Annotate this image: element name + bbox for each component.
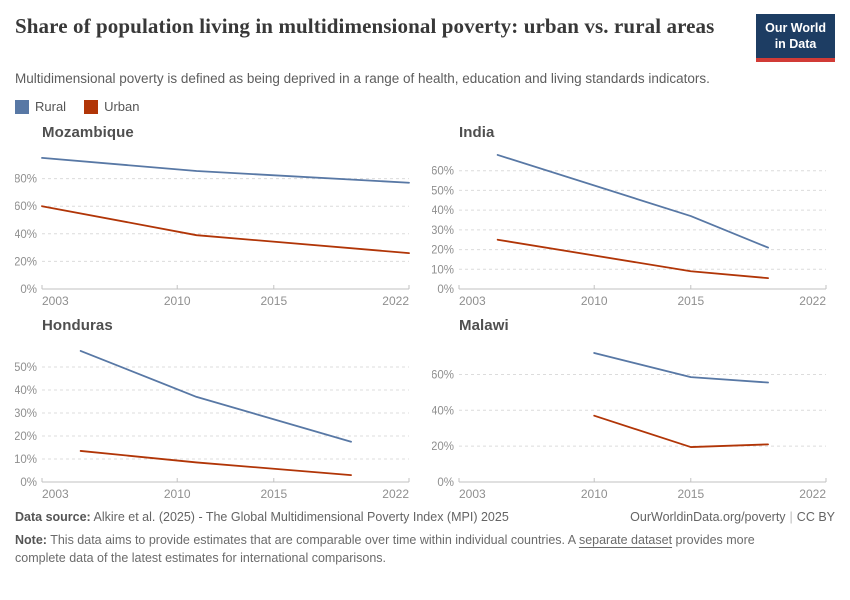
y-tick-label: 0%	[20, 477, 37, 489]
y-tick-label: 0%	[20, 284, 37, 296]
x-tick-label: 2022	[799, 487, 826, 501]
x-tick-label: 2010	[581, 294, 608, 308]
owid-url-link[interactable]: OurWorldinData.org/poverty	[630, 510, 786, 525]
y-tick-label: 30%	[432, 225, 454, 237]
x-tick-label: 2010	[164, 294, 191, 308]
rural-line[interactable]	[593, 352, 769, 384]
y-tick-label: 60%	[432, 166, 454, 178]
x-tick-label: 2015	[677, 487, 704, 501]
x-tick-label: 2010	[581, 487, 608, 501]
y-tick-label: 30%	[15, 408, 37, 420]
y-tick-label: 20%	[15, 431, 37, 443]
urban-line[interactable]	[79, 450, 352, 477]
data-source: Data source: Alkire et al. (2025) - The …	[15, 510, 509, 524]
urban-line[interactable]	[593, 415, 769, 449]
x-tick-label: 2015	[677, 294, 704, 308]
legend-label-urban: Urban	[104, 99, 140, 115]
legend: Rural Urban	[15, 99, 835, 114]
honduras-plot: 0% 10% 20% 30% 40% 50% 2003 2010 2015 2022	[15, 350, 410, 501]
y-tick-label: 10%	[15, 454, 37, 466]
x-tick-label: 2022	[382, 294, 409, 308]
y-tick-label: 50%	[15, 362, 37, 374]
y-tick-label: 20%	[432, 245, 454, 257]
chart-india: India 0% 10% 20% 30% 40% 50% 60% 2003 2010 2015 20…	[432, 124, 835, 311]
chart-title-honduras: Honduras	[42, 317, 113, 335]
y-tick-label: 20%	[432, 441, 454, 453]
rural-line[interactable]	[496, 154, 769, 249]
x-tick-label: 2022	[799, 294, 826, 308]
owid-logo-line1: Our World	[765, 21, 826, 35]
y-tick-label: 40%	[432, 205, 454, 217]
chart-title-mozambique: Mozambique	[42, 124, 134, 142]
chart-title-india: India	[459, 124, 495, 142]
y-tick-label: 50%	[432, 186, 454, 198]
x-tick-label: 2010	[164, 487, 191, 501]
footnote: Note: This data aims to provide estimate…	[15, 531, 777, 567]
x-tick-label: 2003	[42, 294, 69, 308]
chart-title-malawi: Malawi	[459, 317, 509, 335]
legend-item-urban[interactable]: Urban	[84, 99, 140, 115]
owid-logo-line2: in Data	[774, 36, 817, 51]
attribution: OurWorldinData.org/poverty | CC BY	[630, 510, 835, 524]
owid-logo[interactable]: Our World in Data	[756, 14, 835, 63]
y-tick-label: 40%	[432, 406, 454, 418]
note-text-after: provides more complete data of the lates…	[15, 533, 755, 566]
malawi-plot: 0% 20% 40% 60% 2003 2010 2015 2022	[432, 352, 827, 501]
chart-footer: Data source: Alkire et al. (2025) - The …	[15, 510, 835, 567]
note-text-before: This data aims to provide estimates that…	[50, 533, 579, 548]
x-tick-label: 2015	[260, 487, 287, 501]
y-tick-label: 60%	[15, 201, 37, 213]
data-source-text: Alkire et al. (2025) - The Global Multid…	[93, 510, 509, 525]
y-tick-label: 20%	[15, 257, 37, 269]
y-tick-label: 40%	[15, 229, 37, 241]
chart-malawi: Malawi 0% 20% 40% 60% 2003 2010 2015 2022	[432, 317, 835, 504]
x-tick-label: 2003	[42, 487, 69, 501]
y-tick-label: 40%	[15, 385, 37, 397]
legend-item-rural[interactable]: Rural	[15, 99, 66, 114]
chart-header: Share of population living in multidimen…	[15, 12, 835, 114]
separator: |	[789, 510, 793, 525]
x-tick-label: 2022	[382, 487, 409, 501]
chart-mozambique: Mozambique 0% 20% 40% 60% 80% 2003 2010 2015 202…	[15, 124, 418, 311]
y-tick-label: 0%	[437, 284, 454, 296]
y-tick-label: 10%	[432, 265, 454, 277]
data-source-label: Data source:	[15, 510, 91, 525]
urban-line[interactable]	[496, 239, 769, 280]
x-tick-label: 2003	[459, 294, 486, 308]
rural-line[interactable]	[41, 157, 410, 184]
urban-line[interactable]	[41, 205, 410, 255]
x-tick-label: 2003	[459, 487, 486, 501]
chart-subtitle: Multidimensional poverty is defined as b…	[15, 71, 710, 87]
urban-swatch-icon	[84, 99, 99, 114]
chart-honduras: Honduras 0% 10% 20% 30% 40% 50% 2003 2010 2015 20…	[15, 317, 418, 504]
y-tick-label: 0%	[437, 477, 454, 489]
india-plot: 0% 10% 20% 30% 40% 50% 60% 2003 2010 2015 2022	[432, 154, 827, 308]
legend-label-rural: Rural	[35, 99, 67, 115]
note-label: Note:	[15, 533, 47, 548]
separate-dataset-link[interactable]: separate dataset	[578, 533, 673, 548]
y-tick-label: 80%	[15, 174, 37, 186]
license-badge[interactable]: CC BY	[796, 510, 835, 525]
small-multiples-grid: Mozambique 0% 20% 40% 60% 80% 2003 2010 2015 202…	[15, 124, 835, 504]
x-tick-label: 2015	[260, 294, 287, 308]
y-tick-label: 60%	[432, 370, 454, 382]
rural-line[interactable]	[79, 350, 352, 443]
rural-swatch-icon	[15, 99, 29, 114]
mozambique-plot: 0% 20% 40% 60% 80% 2003 2010 2015 2022	[15, 157, 410, 308]
page-title: Share of population living in multidimen…	[15, 14, 715, 38]
